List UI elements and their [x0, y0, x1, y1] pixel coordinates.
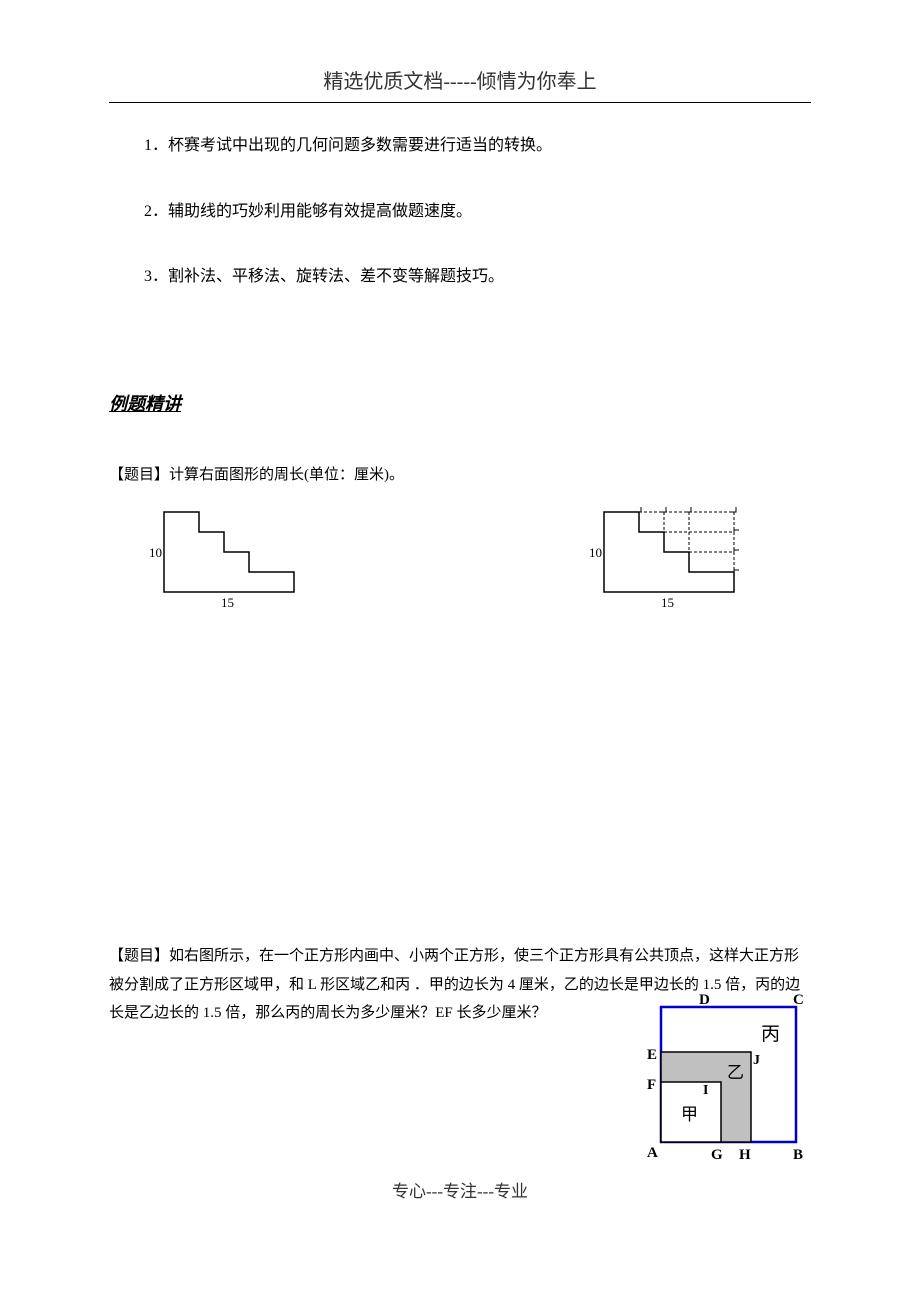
label-G: G	[711, 1147, 723, 1163]
list-item-1: 1．杯赛考试中出现的几何问题多数需要进行适当的转换。	[109, 133, 811, 159]
fig1-label-15: 15	[221, 595, 234, 610]
section-title: 例题精讲	[109, 390, 811, 416]
problem1-figure1: 10 15	[139, 497, 319, 622]
fig2-label-15: 15	[661, 595, 674, 610]
label-A: A	[647, 1145, 658, 1161]
label-jia: 甲	[681, 1105, 698, 1124]
label-bing: 丙	[761, 1024, 780, 1045]
problem1-figures: 10 15 10 15	[139, 497, 811, 622]
list-item-3: 3．割补法、平移法、旋转法、差不变等解题技巧。	[109, 264, 811, 290]
problem2-figure: D C E F A G H B I J 甲 乙 丙	[631, 992, 821, 1177]
label-H: H	[739, 1147, 751, 1163]
fig2-label-10: 10	[589, 545, 602, 560]
label-yi: 乙	[727, 1063, 744, 1082]
problem2-container: 【题目】如右图所示，在一个正方形内画中、小两个正方形，使三个正方形具有公共顶点，…	[109, 942, 811, 1028]
page-header: 精选优质文档-----倾情为你奉上	[109, 65, 811, 103]
label-I: I	[703, 1083, 708, 1098]
label-J: J	[753, 1053, 760, 1068]
page-footer: 专心---专注---专业	[0, 1177, 920, 1202]
label-D: D	[699, 992, 710, 1008]
problem1-text: 【题目】计算右面图形的周长(单位：厘米)。	[109, 461, 811, 490]
label-B: B	[793, 1147, 803, 1163]
fig1-label-10: 10	[149, 545, 162, 560]
problem1-figure2: 10 15	[579, 497, 759, 622]
label-C: C	[793, 992, 804, 1008]
list-item-2: 2．辅助线的巧妙利用能够有效提高做题速度。	[109, 199, 811, 225]
label-E: E	[647, 1047, 657, 1063]
label-F: F	[647, 1077, 656, 1093]
